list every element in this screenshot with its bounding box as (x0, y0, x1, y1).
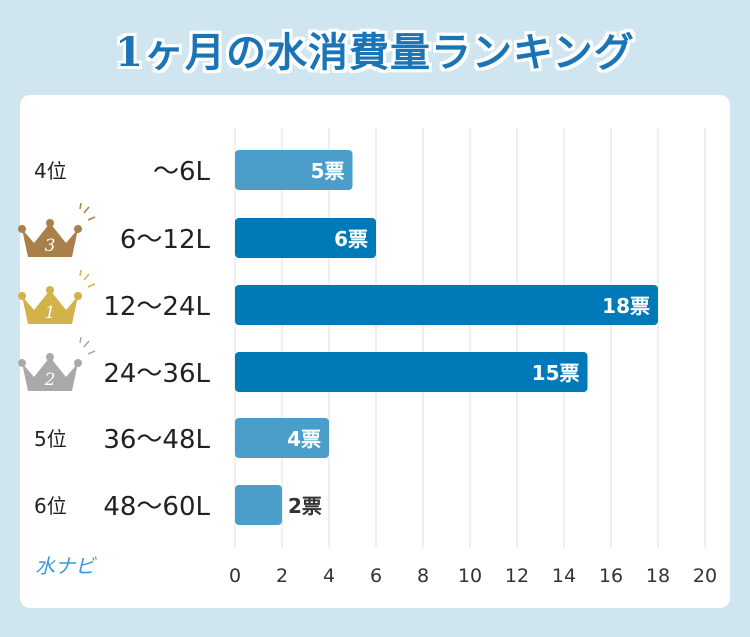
chart-title: 1ヶ月の水消費量ランキング (115, 29, 635, 76)
bar-value-label: 15票 (532, 361, 580, 385)
bar (235, 150, 353, 190)
x-tick-label: 2 (276, 565, 288, 587)
bar-value-label: 18票 (602, 294, 650, 318)
category-label: 24～36L (103, 359, 210, 389)
mizunavi-logo: 水ナビ (35, 554, 95, 578)
rank-number: 3 (45, 236, 56, 256)
silver-crown-icon: 2 (18, 336, 96, 391)
bar (235, 218, 376, 258)
x-tick-label: 8 (417, 565, 429, 587)
bar (235, 352, 588, 392)
x-tick-label: 0 (229, 565, 241, 587)
gold-crown-icon: 1 (18, 269, 96, 324)
x-tick-label: 16 (599, 565, 623, 587)
category-label: 48～60L (103, 492, 210, 522)
rank-label: 4位 (34, 159, 67, 183)
x-tick-label: 18 (646, 565, 670, 587)
x-tick-label: 6 (370, 565, 382, 587)
rank-label: 5位 (34, 427, 67, 451)
bar-value-label: 4票 (287, 427, 321, 451)
category-label: 6～12L (120, 225, 211, 255)
bar (235, 285, 658, 325)
x-tick-label: 12 (505, 565, 529, 587)
x-tick-label: 4 (323, 565, 335, 587)
x-tick-label: 20 (693, 565, 717, 587)
category-label: ～6L (153, 157, 211, 187)
bar (235, 418, 329, 458)
bar-value-label: 5票 (311, 159, 345, 183)
bronze-crown-icon: 3 (18, 202, 96, 257)
rank-number: 2 (44, 370, 56, 390)
rank-number: 1 (45, 303, 56, 323)
category-label: 12～24L (103, 292, 210, 322)
category-label: 36～48L (103, 425, 210, 455)
bar (235, 485, 282, 525)
bar-value-label: 2票 (288, 494, 322, 518)
rank-label: 6位 (34, 494, 67, 518)
chart-card (20, 95, 730, 608)
bar-value-label: 6票 (334, 227, 368, 251)
x-tick-label: 14 (552, 565, 576, 587)
x-tick-label: 10 (458, 565, 482, 587)
